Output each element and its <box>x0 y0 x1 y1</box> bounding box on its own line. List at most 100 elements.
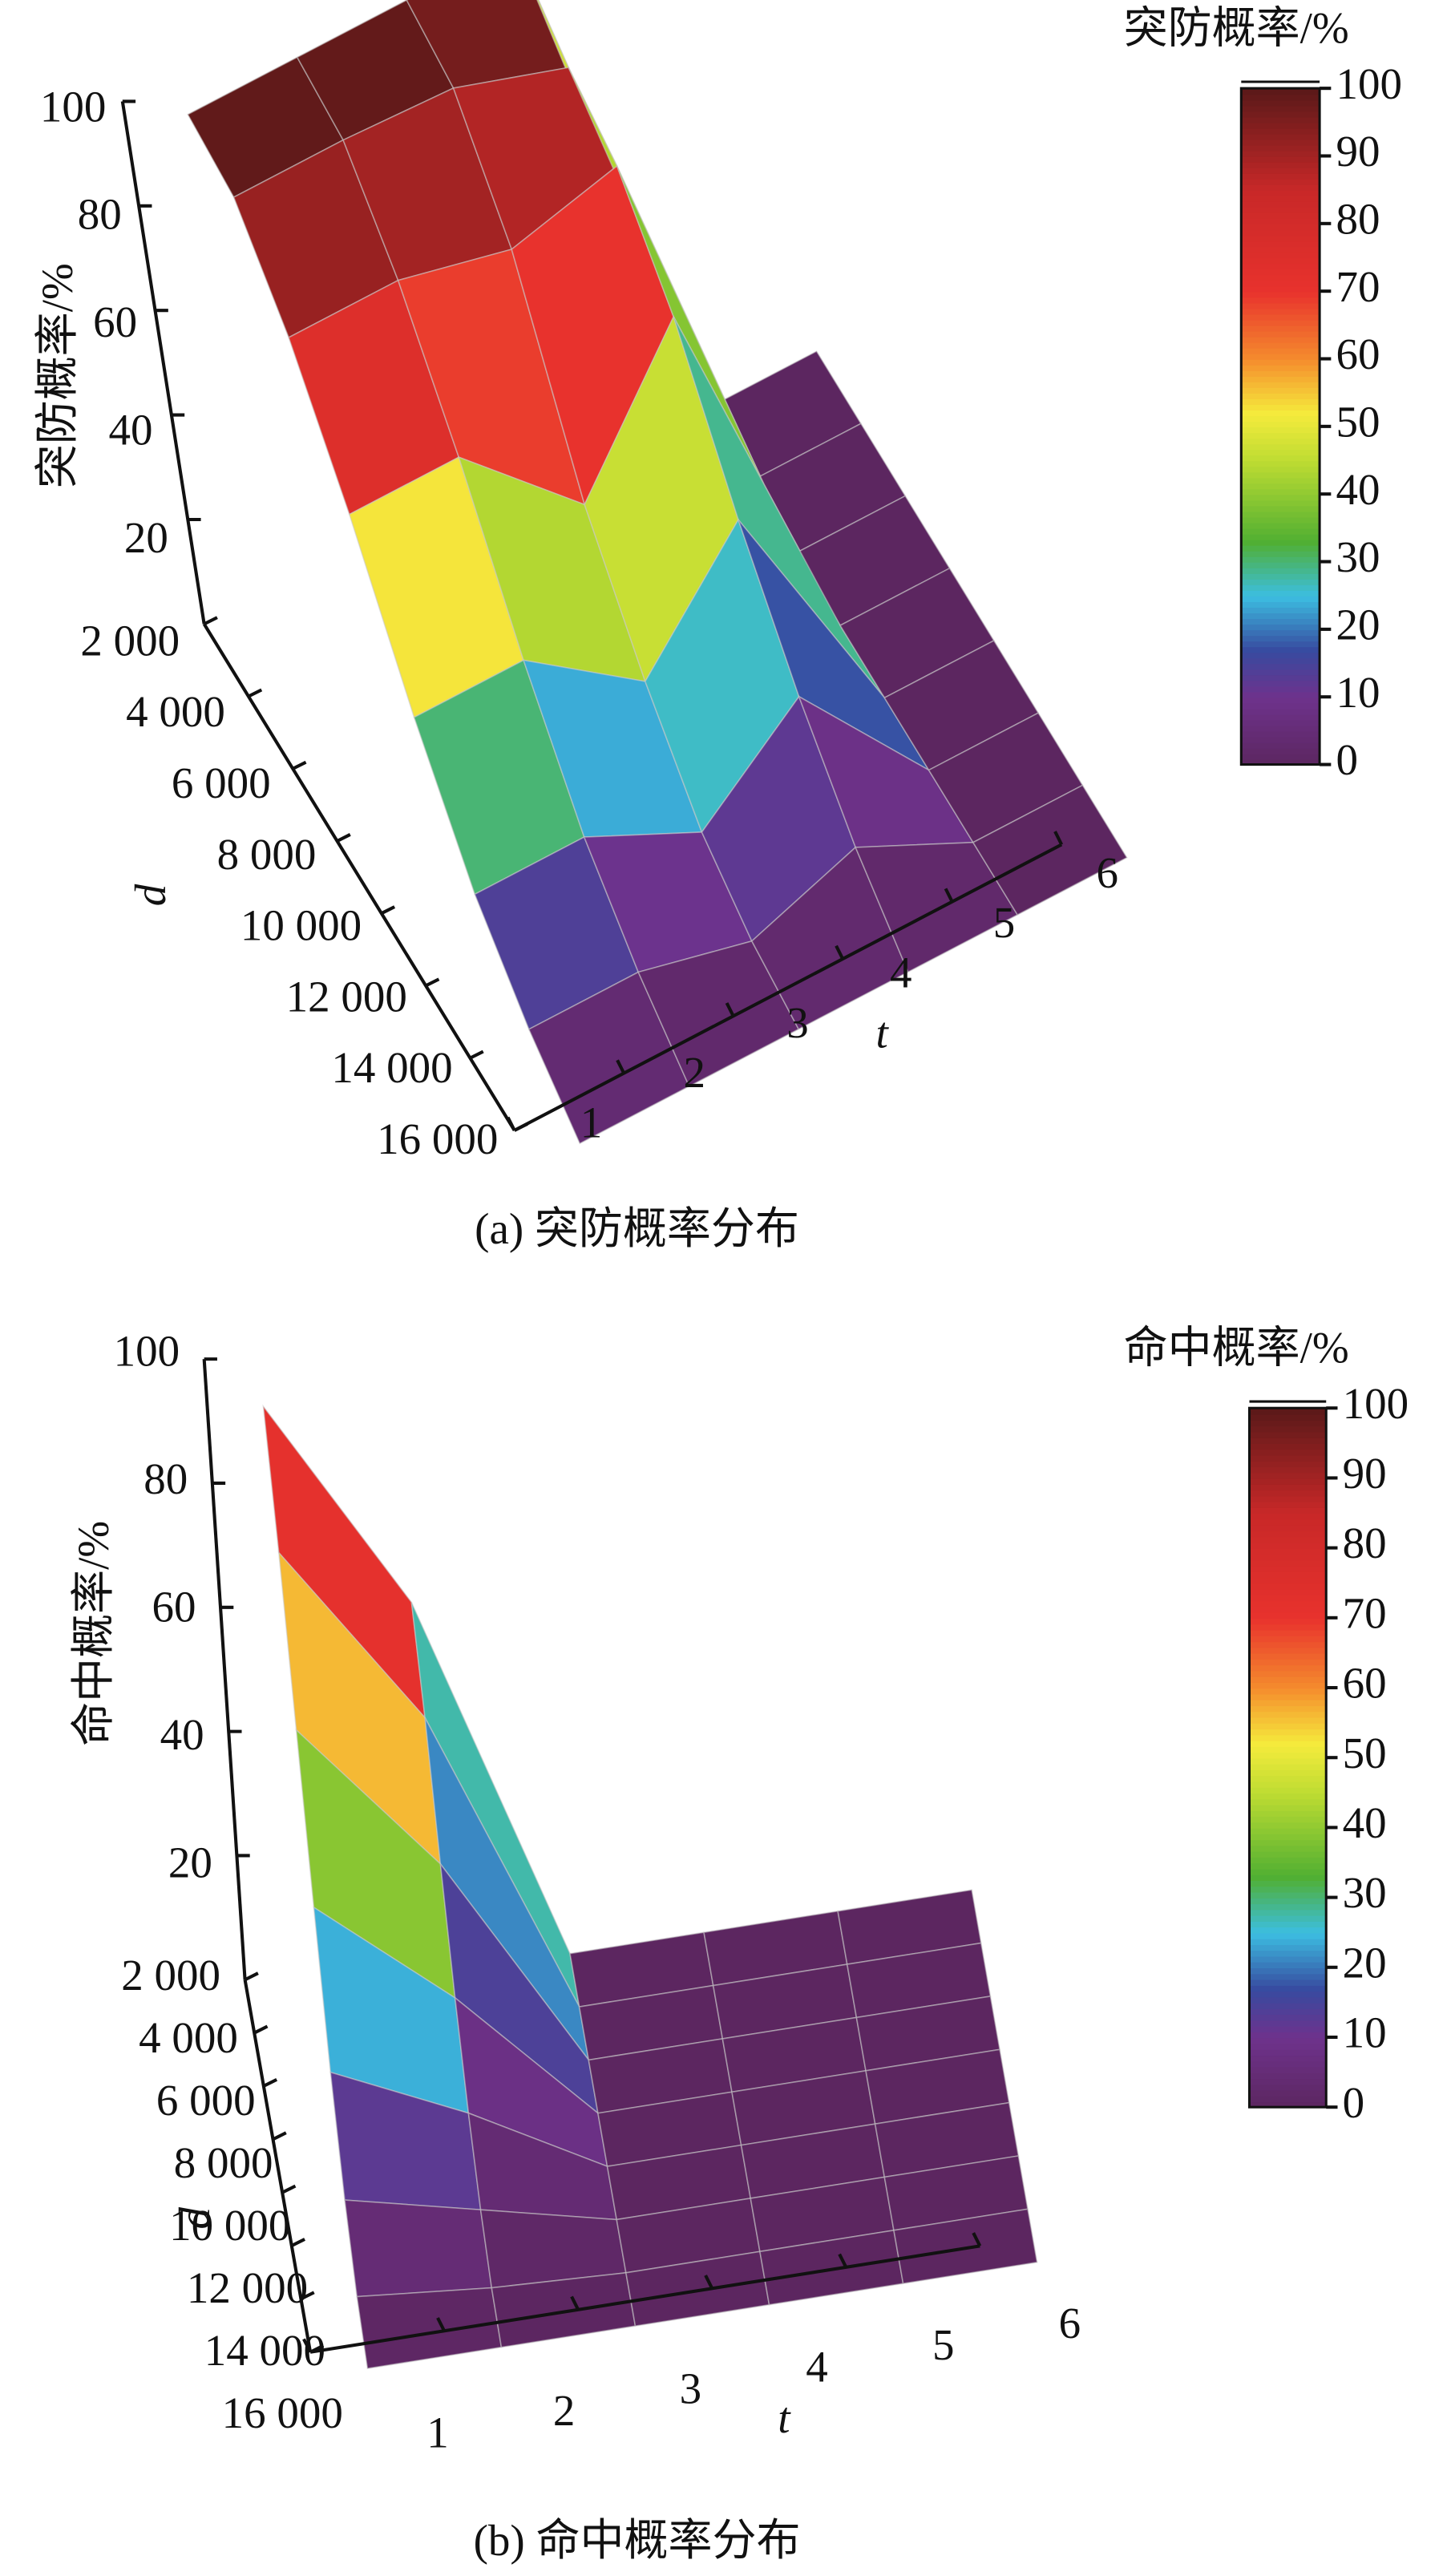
colorbar-slice <box>1241 494 1320 501</box>
colorbar-slice <box>1249 1717 1327 1724</box>
colorbar-slice <box>1249 1629 1327 1636</box>
colorbar-slice <box>1241 448 1320 456</box>
colorbar-slice <box>1249 1833 1327 1841</box>
t-tick <box>1053 831 1064 846</box>
colorbar-slice <box>1249 1792 1327 1800</box>
t-tick-label: 2 <box>683 1048 705 1097</box>
colorbar-slice <box>1249 1442 1327 1450</box>
colorbar-slice <box>1249 1740 1327 1747</box>
d-tick <box>380 905 396 916</box>
colorbar-slice <box>1249 1932 1327 1939</box>
t-tick-label: 4 <box>890 948 911 997</box>
colorbar-title: 突防概率/% <box>1124 4 1349 53</box>
colorbar-slice <box>1241 685 1320 693</box>
colorbar-tick-label: 100 <box>1343 1379 1409 1428</box>
colorbar-slice <box>1241 623 1320 631</box>
colorbar-slice <box>1241 184 1320 191</box>
colorbar-slice <box>1249 1624 1327 1631</box>
t-tick-label: 2 <box>553 2386 576 2435</box>
colorbar-slice <box>1249 1612 1327 1620</box>
colorbar-slice <box>1241 420 1320 428</box>
colorbar-tick-label: 20 <box>1336 601 1380 649</box>
colorbar-slice <box>1241 454 1320 462</box>
colorbar-slice <box>1249 1734 1327 1741</box>
colorbar-slice <box>1249 2089 1327 2097</box>
colorbar-slice <box>1249 1588 1327 1595</box>
colorbar-slice <box>1241 431 1320 439</box>
t-tick-label: 3 <box>680 2364 702 2413</box>
colorbar-slice <box>1249 1815 1327 1823</box>
colorbar-slice <box>1241 612 1320 620</box>
colorbar-slice <box>1241 370 1320 377</box>
colorbar-slice <box>1249 1838 1327 1846</box>
colorbar-slice <box>1241 172 1320 180</box>
d-tick <box>292 760 307 770</box>
colorbar-slice <box>1249 1454 1327 1462</box>
colorbar-slice <box>1249 1495 1327 1502</box>
colorbar-slice <box>1241 127 1320 135</box>
colorbar-slice <box>1241 595 1320 602</box>
colorbar-slice <box>1241 240 1320 248</box>
d-tick-label: 12 000 <box>286 972 407 1021</box>
colorbar-slice <box>1249 1850 1327 1858</box>
z-tick-label: 100 <box>40 82 107 131</box>
colorbar-slice <box>1249 1670 1327 1677</box>
colorbar-tick-label: 20 <box>1343 1938 1387 1987</box>
surface-patch <box>356 2287 503 2370</box>
colorbar-slice <box>1249 1425 1327 1433</box>
colorbar-slice <box>1241 251 1320 259</box>
colorbar-slice <box>1241 200 1320 208</box>
z-tick-label: 100 <box>114 1327 180 1376</box>
d-tick <box>262 2078 278 2088</box>
colorbar-slice <box>1249 1600 1327 1607</box>
colorbar-slice <box>1241 697 1320 704</box>
colorbar-slice <box>1249 1722 1327 1730</box>
colorbar-slice <box>1241 285 1320 293</box>
t-tick-label: 1 <box>426 2408 449 2457</box>
colorbar-slice <box>1249 1408 1327 1415</box>
colorbar-tick-label: 0 <box>1336 735 1358 784</box>
colorbar-slice <box>1241 477 1320 484</box>
colorbar-slice <box>1241 161 1320 168</box>
colorbar-slice <box>1249 1955 1327 1963</box>
colorbar-slice <box>1249 1938 1327 1945</box>
colorbar-slice <box>1241 663 1320 670</box>
colorbar-slice <box>1241 617 1320 625</box>
colorbar-slice <box>1249 1419 1327 1427</box>
colorbar-slice <box>1241 634 1320 642</box>
colorbar-slice <box>1241 640 1320 648</box>
colorbar-slice <box>1249 1943 1327 1951</box>
d-tick-label: 14 000 <box>204 2326 325 2375</box>
colorbar-slice <box>1249 1705 1327 1713</box>
colorbar-slice <box>1241 742 1320 749</box>
colorbar-slice <box>1241 437 1320 445</box>
colorbar-slice <box>1249 1897 1327 1905</box>
colorbar-slice <box>1241 730 1320 738</box>
colorbar-slice <box>1241 245 1320 253</box>
colorbar-slice <box>1249 1891 1327 1899</box>
colorbar-slice <box>1249 2036 1327 2044</box>
colorbar-slice <box>1241 257 1320 265</box>
colorbar-slice <box>1249 1990 1327 1998</box>
d-tick-label: 4 000 <box>126 687 225 736</box>
colorbar-slice <box>1241 578 1320 585</box>
colorbar-slice <box>1249 1810 1327 1818</box>
t-axis-title: t <box>778 2393 791 2442</box>
colorbar-slice <box>1241 471 1320 479</box>
d-axis <box>202 623 516 1131</box>
colorbar-slice <box>1249 1647 1327 1654</box>
d-tick-label: 2 000 <box>121 1951 220 2000</box>
colorbar-slice <box>1249 1542 1327 1549</box>
colorbar-slice <box>1241 533 1320 540</box>
colorbar-slice <box>1249 1856 1327 1864</box>
colorbar-slice <box>1241 358 1320 366</box>
colorbar-tick-label: 70 <box>1343 1588 1387 1637</box>
t-tick <box>616 1059 626 1074</box>
t-tick-label: 3 <box>786 998 809 1047</box>
colorbar-slice <box>1241 392 1320 399</box>
z-axis <box>120 101 206 625</box>
colorbar-slice <box>1249 1798 1327 1806</box>
d-tick-label: 8 000 <box>217 830 317 879</box>
colorbar-slice <box>1241 657 1320 665</box>
d-tick-label: 4 000 <box>139 2013 238 2062</box>
